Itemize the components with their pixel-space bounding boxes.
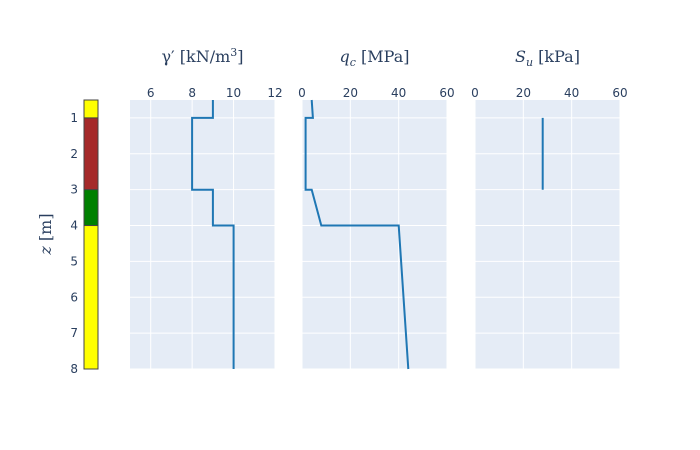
soil-layer-4 [83, 225, 99, 370]
unit-weight-panel: 6 8 10 12 γ′ [kN/m3] [130, 46, 283, 370]
x-tick-label: 12 [267, 86, 282, 100]
depth-tick-label: 3 [70, 183, 78, 197]
x-tick-label: 40 [564, 86, 579, 100]
x-tick-label: 40 [391, 86, 406, 100]
x-tick-label: 10 [226, 86, 241, 100]
cone-resistance-line [304, 99, 410, 370]
undrained-shear-strength-panel: 0 20 40 60 Su [kPa] [471, 47, 628, 370]
depth-axis-title: z [m] [36, 213, 55, 255]
x-tick-label: 0 [298, 86, 306, 100]
plot-background [130, 100, 275, 369]
unit-weight-line [191, 100, 235, 369]
soil-layer-3 [83, 189, 99, 227]
depth-tick-label: 8 [70, 362, 78, 376]
x-tick-label: 20 [516, 86, 531, 100]
x-tick-label: 60 [612, 86, 627, 100]
cone-resistance-panel: 0 20 40 60 qc [MPa] [298, 47, 455, 370]
depth-tick-label: 2 [70, 147, 78, 161]
plot-background [302, 100, 447, 369]
depth-tick-label: 4 [70, 219, 78, 233]
unit-weight-title: γ′ [kN/m3] [161, 46, 243, 66]
soil-layer-2 [83, 117, 99, 191]
soil-layer-column: 1 2 3 4 5 6 7 8 z [m] [36, 99, 99, 376]
undrained-shear-strength-title: Su [kPa] [515, 47, 580, 69]
x-tick-label: 60 [439, 86, 454, 100]
x-tick-label: 6 [147, 86, 155, 100]
depth-tick-label: 1 [70, 111, 78, 125]
soil-layer-1 [83, 99, 99, 119]
depth-tick-label: 6 [70, 290, 78, 304]
cone-resistance-title: qc [MPa] [340, 47, 410, 69]
x-tick-label: 20 [343, 86, 358, 100]
x-tick-label: 8 [188, 86, 196, 100]
plot-background [475, 100, 620, 369]
x-tick-label: 0 [471, 86, 479, 100]
depth-tick-label: 7 [70, 326, 78, 340]
depth-tick-label: 5 [70, 254, 78, 268]
